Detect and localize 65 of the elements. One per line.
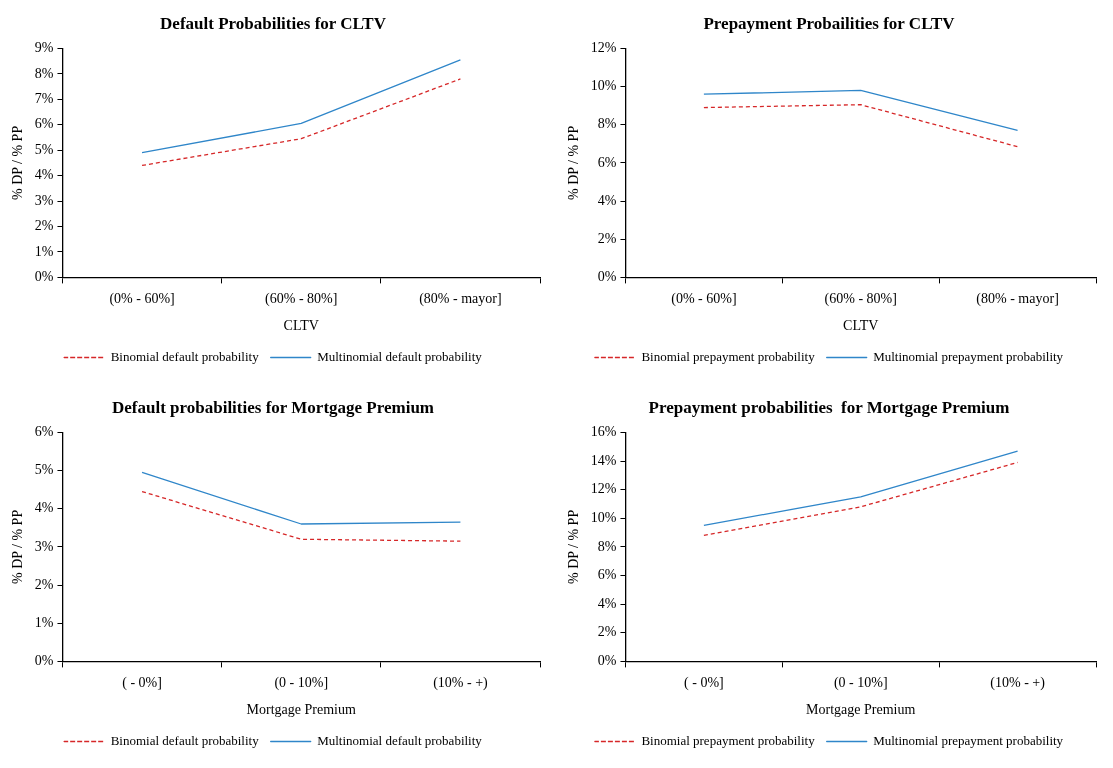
x-tick-label: (10% - +) [990,675,1046,692]
legend-label: Multinomial prepayment probability [873,732,1064,748]
legend-label: Multinomial prepayment probability [873,348,1064,364]
y-tick-label: 1% [34,614,54,630]
x-tick-label: (60% - 80%] [824,291,897,308]
y-tick-label: 7% [34,90,54,106]
x-axis-title: Mortgage Premium [246,702,356,718]
y-tick-label: 3% [34,538,54,554]
y-tick-label: 5% [34,462,54,478]
y-tick-label: 6% [34,424,54,440]
y-tick-label: 4% [34,167,54,183]
legend-label: Binomial default probability [110,348,260,364]
y-tick-label: 8% [597,538,617,554]
legend-label: Multinomial default probability [317,732,483,748]
legend-label: Binomial prepayment probability [641,348,816,364]
y-tick-label: 8% [597,116,617,132]
legend-label: Binomial prepayment probability [641,732,816,748]
x-tick-label: (0 - 10%] [833,675,888,692]
y-tick-label: 9% [34,40,54,56]
y-tick-label: 10% [590,509,617,525]
y-tick-label: 4% [34,500,54,516]
y-tick-label: 10% [590,78,617,94]
x-tick-label: ( - 0%] [684,675,724,692]
x-tick-label: (0% - 60%] [109,291,175,308]
y-tick-label: 0% [597,269,617,285]
y-tick-label: 6% [597,154,617,170]
y-tick-label: 16% [590,424,617,440]
chart-title: Prepayment Probailities for CLTV [703,13,956,33]
x-tick-label: (80% - mayor] [976,291,1059,308]
y-tick-label: 5% [34,141,54,157]
y-axis-title: % DP / % PP [566,125,582,200]
y-tick-label: 6% [597,567,617,583]
y-tick-label: 12% [590,481,617,497]
x-axis-title: CLTV [283,318,319,334]
y-tick-label: 6% [34,116,54,132]
x-tick-label: ( - 0%] [122,675,162,692]
y-tick-label: 12% [590,40,617,56]
y-tick-label: 2% [34,576,54,592]
y-axis-title: % DP / % PP [10,125,26,200]
y-tick-label: 2% [597,230,617,246]
x-tick-label: (60% - 80%] [265,291,338,308]
y-axis-title: % DP / % PP [10,509,26,584]
x-tick-label: (0 - 10%] [274,675,329,692]
x-axis-title: Mortgage Premium [806,702,916,718]
y-tick-label: 2% [34,218,54,234]
y-axis-title: % DP / % PP [566,509,582,584]
y-tick-label: 2% [597,624,617,640]
y-tick-label: 0% [34,269,54,285]
y-tick-label: 4% [597,192,617,208]
x-tick-label: (0% - 60%] [671,291,737,308]
chart-title: Default Probabilities for CLTV [160,13,387,33]
y-tick-label: 3% [34,192,54,208]
x-axis-title: CLTV [843,318,879,334]
y-tick-label: 14% [590,452,617,468]
y-tick-label: 0% [597,653,617,669]
y-tick-label: 4% [597,595,617,611]
chart-title: Default probabilities for Mortgage Premium [111,397,435,417]
x-tick-label: (10% - +) [433,675,489,692]
chart-title: Prepayment probabilities for Mortgage Premium [648,397,1010,417]
x-tick-label: (80% - mayor] [419,291,502,308]
y-tick-label: 0% [34,653,54,669]
y-tick-label: 1% [34,243,54,259]
y-tick-label: 8% [34,65,54,81]
legend-label: Multinomial default probability [317,348,483,364]
legend-label: Binomial default probability [110,732,260,748]
